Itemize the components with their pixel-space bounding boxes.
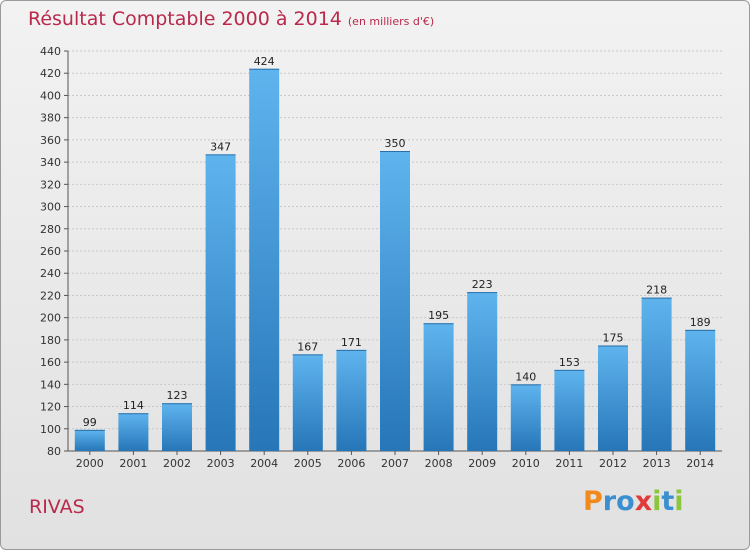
x-tick-label: 2011 [555,457,583,470]
proxiti-logo: Proxiti [583,486,684,517]
value-labels: 99 114 123 347 424 167 171 350 195 223 140 153 175 21… [83,55,711,429]
bar [118,413,149,451]
bar-value-label: 223 [472,278,493,291]
bar-value-label: 175 [603,331,624,344]
logo-letter: r [602,486,617,517]
logo-letter: i [652,486,662,517]
bar-value-label: 424 [254,55,275,68]
bar [554,369,585,451]
y-tick-label: 420 [40,67,61,80]
x-tick-label: 2000 [76,457,104,470]
y-tick-label: 160 [40,356,61,369]
bar [598,345,628,451]
y-tick-label: 340 [40,156,61,169]
bar-value-label: 153 [559,356,580,369]
bar-value-label: 350 [385,137,406,150]
bar-value-label: 347 [210,140,231,153]
x-tick-label: 2001 [119,457,147,470]
commune-name: RIVAS [29,496,85,518]
bar [423,323,454,451]
logo-letter: o [616,486,635,517]
chart-unit-label: (en milliers d'€) [347,15,435,28]
x-tick-label: 2008 [425,457,453,470]
bar [74,429,105,451]
y-tick-label: 320 [40,178,61,191]
y-tick-label: 280 [40,223,61,236]
bar [685,329,716,451]
x-tick-label: 2002 [163,457,191,470]
y-tick-label: 240 [40,267,61,280]
bar-value-label: 114 [123,399,144,412]
y-tick-label: 120 [40,401,61,414]
y-tick-label: 380 [40,112,61,125]
y-tick-label: 100 [40,423,61,436]
chart-title-text: Résultat Comptable 2000 à 2014 [28,8,342,30]
bar-value-label: 171 [341,336,362,349]
bar [205,154,236,452]
bar [380,151,410,451]
bar [336,349,367,451]
logo-letter: x [634,486,653,517]
bar-value-label: 99 [83,416,97,429]
y-tick-label: 300 [40,201,61,214]
y-tick-label: 80 [47,445,61,458]
bar [292,354,323,451]
logo-letter: P [583,486,603,517]
x-tick-label: 2004 [250,457,278,470]
bar [467,292,498,451]
y-tick-label: 140 [40,378,61,391]
x-tick-label: 2007 [381,457,409,470]
y-tick-label: 220 [40,289,61,302]
x-tick-label: 2005 [294,457,322,470]
bar-value-label: 140 [515,370,536,383]
logo-letter: t [661,486,675,517]
x-tick-label: 2010 [512,457,540,470]
bar [162,403,192,451]
y-tick-label: 360 [40,134,61,147]
y-tick-label: 440 [40,45,61,58]
y-tick-label: 180 [40,334,61,347]
bar [641,297,672,451]
x-tick-label: 2006 [337,457,365,470]
y-tick-label: 400 [40,89,61,102]
x-tick-label: 2013 [643,457,671,470]
bar [249,68,280,452]
bar-value-label: 195 [428,309,449,322]
x-tick-label: 2012 [599,457,627,470]
x-tick-label: 2003 [207,457,235,470]
y-tick-label: 260 [40,245,61,258]
logo-letter: i [674,486,684,517]
bar-value-label: 189 [690,316,711,329]
bar-value-label: 218 [646,284,667,297]
chart-title: Résultat Comptable 2000 à 2014 (en millie… [28,8,434,30]
x-tick-label: 2009 [468,457,496,470]
bar-value-label: 123 [167,389,188,402]
x-tick-label: 2014 [686,457,714,470]
bar-value-label: 167 [297,340,318,353]
bars [74,68,716,452]
bar [510,384,541,451]
y-tick-label: 200 [40,312,61,325]
